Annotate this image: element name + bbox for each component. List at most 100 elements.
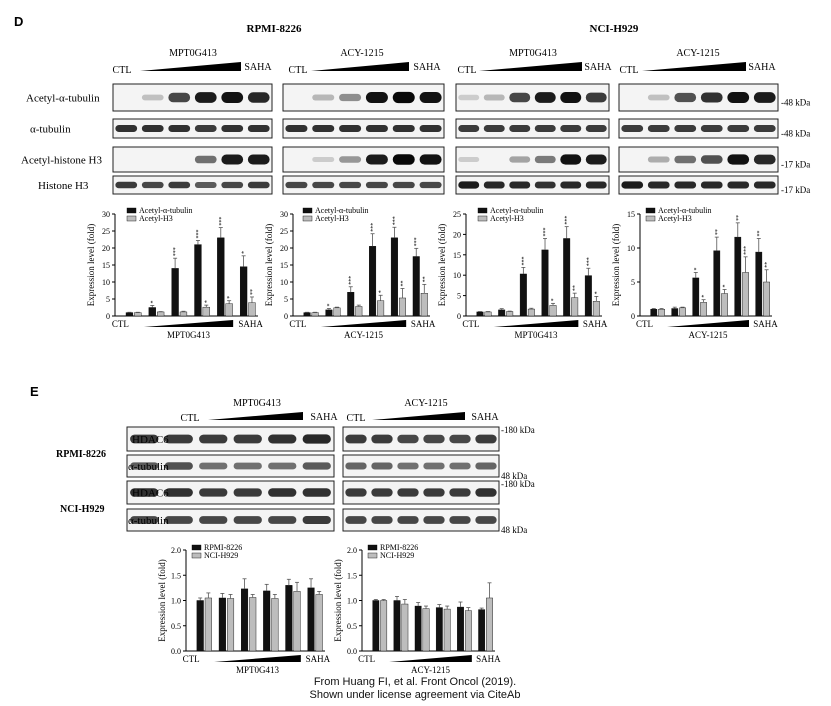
blot-band [392, 181, 415, 189]
significance-marker: * [242, 251, 248, 254]
y-tick-label: 0 [106, 312, 110, 321]
western-blot-strip [126, 480, 335, 505]
bar [414, 605, 422, 652]
bar [435, 607, 443, 652]
kda-marker: -180 kDa [501, 479, 535, 489]
blot-band [475, 434, 497, 444]
blot-row-label: Histone H3 [38, 180, 89, 192]
blot-band [534, 181, 556, 189]
dose-wedge [214, 655, 301, 662]
legend-label: NCI-H929 [204, 551, 238, 560]
x-group-label: MPT0G413 [514, 330, 558, 340]
y-tick-label: 10 [453, 271, 461, 280]
blot-band [194, 155, 217, 164]
blot-band [419, 154, 442, 165]
bar [549, 305, 557, 317]
western-blot-strip [282, 175, 445, 195]
y-tick-label: 25 [102, 227, 110, 236]
significance-marker: ** [422, 276, 428, 282]
x-group-label: ACY-1215 [344, 330, 384, 340]
y-tick-label: 0.5 [171, 622, 181, 631]
blot-band [753, 181, 776, 189]
significance-marker: ** [736, 215, 742, 221]
blot-band [449, 462, 471, 470]
bar [700, 302, 707, 317]
legend-label: Acetyl-α-tubulin [315, 206, 369, 215]
western-blot-strip [112, 146, 273, 173]
blot-band [221, 124, 244, 133]
bar [148, 307, 156, 317]
blot-band [392, 154, 415, 165]
blot-band [199, 516, 228, 524]
blot-row-label: Acetyl-α-tubulin [26, 93, 100, 105]
blot-band [345, 488, 367, 497]
blot-band [371, 516, 393, 524]
blot-band [392, 124, 415, 133]
y-tick-label: 0.5 [347, 622, 357, 631]
blot-row-label: Acetyl-histone H3 [21, 155, 102, 167]
y-tick-label: 1.5 [171, 571, 181, 580]
cell-line-label: NCI-H929 [60, 504, 104, 515]
blot-band [339, 124, 362, 133]
blot-band [371, 488, 393, 497]
legend-swatch [477, 207, 488, 214]
blot-band [458, 125, 480, 132]
y-tick-label: 2.0 [171, 546, 181, 555]
western-blot-strip [126, 426, 335, 452]
bar [592, 301, 600, 317]
blot-band [141, 94, 164, 101]
y-tick-label: 5 [284, 295, 288, 304]
dose-wedge [320, 320, 407, 327]
bar [679, 307, 686, 317]
kda-marker: -17 kDa [781, 160, 810, 170]
legend-swatch [645, 215, 656, 222]
significance-marker: * [551, 298, 557, 301]
blot-band [621, 181, 644, 189]
y-tick-label: 0.0 [347, 647, 357, 656]
legend-label: Acetyl-H3 [139, 214, 173, 223]
western-blot-strip [455, 175, 610, 195]
panel-e-label: E [30, 384, 39, 399]
western-blot-strip [282, 146, 445, 173]
blot-band [194, 125, 217, 132]
western-blot-strip [282, 83, 445, 112]
significance-marker: ** [715, 229, 721, 235]
blot-band [727, 181, 750, 189]
blot-band [647, 125, 670, 132]
credit-line-2: Shown under license agreement via CiteAb [309, 689, 521, 701]
bar [457, 606, 464, 652]
blot-band [339, 156, 362, 163]
x-ctl-label: CTL [112, 319, 129, 329]
significance-marker: * [327, 304, 333, 307]
dose-wedge [493, 320, 579, 327]
blot-band [458, 181, 480, 189]
x-group-label: MPT0G413 [167, 330, 211, 340]
x-ctl-label: CTL [358, 654, 375, 664]
blot-band [509, 156, 531, 163]
bar [325, 309, 333, 317]
bar [571, 297, 579, 317]
blot-band [475, 462, 497, 470]
western-blot-strip [618, 175, 779, 195]
bar [478, 609, 486, 652]
blot-band [727, 154, 750, 165]
bar [157, 311, 165, 317]
bar [755, 251, 763, 317]
y-tick-label: 2.0 [347, 546, 357, 555]
blot-band [423, 462, 445, 470]
dose-wedge [642, 62, 746, 71]
y-tick-label: 0 [284, 312, 288, 321]
kda-marker: -180 kDa [501, 425, 535, 435]
blot-band [585, 92, 607, 103]
blot-band [247, 124, 270, 133]
blot-band [130, 488, 159, 497]
blot-band [164, 516, 193, 524]
kda-marker: -48 kDa [781, 98, 810, 108]
bar [721, 293, 728, 317]
legend-label: Acetyl-H3 [490, 214, 524, 223]
blot-band [483, 181, 505, 189]
blot-band [345, 434, 367, 444]
